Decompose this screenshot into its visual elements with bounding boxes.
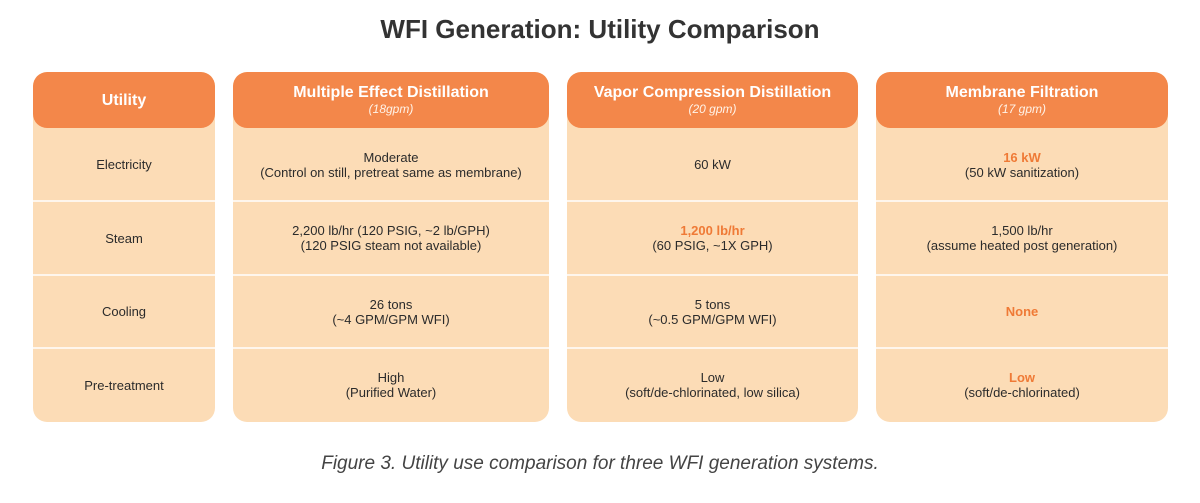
cell-steam: 2,200 lb/hr (120 PSIG, ~2 lb/GPH) (120 P… bbox=[233, 201, 549, 275]
cell-note: (soft/de-chlorinated, low silica) bbox=[625, 385, 800, 400]
cell-value: Moderate bbox=[363, 149, 419, 165]
cell-cooling: 5 tons (~0.5 GPM/GPM WFI) bbox=[567, 275, 858, 348]
utility-header-label: Utility bbox=[101, 91, 147, 109]
cell-electricity: 60 kW bbox=[567, 128, 858, 201]
cell-pretreatment: Low (soft/de-chlorinated) bbox=[876, 348, 1168, 422]
system-name: Membrane Filtration bbox=[945, 84, 1099, 101]
row-divider bbox=[876, 347, 1168, 349]
row-divider bbox=[33, 347, 215, 349]
row-divider bbox=[233, 200, 549, 202]
cell-value: 60 kW bbox=[694, 157, 731, 172]
cell-steam: 1,500 lb/hr (assume heated post generati… bbox=[876, 201, 1168, 275]
row-divider bbox=[567, 200, 858, 202]
cell-steam: 1,200 lb/hr (60 PSIG, ~1X GPH) bbox=[567, 201, 858, 275]
system-column-vcd: Vapor Compression Distillation (20 gpm) … bbox=[567, 72, 858, 422]
row-divider bbox=[233, 274, 549, 276]
cell-cooling: None bbox=[876, 275, 1168, 348]
cell-value: 5 tons bbox=[694, 296, 731, 312]
cell-value-highlight: 1,200 lb/hr bbox=[680, 223, 745, 238]
cell-note: (50 kW sanitization) bbox=[964, 164, 1080, 180]
system-header-vcd: Vapor Compression Distillation (20 gpm) bbox=[567, 72, 858, 128]
figure-caption: Figure 3. Utility use comparison for thr… bbox=[321, 453, 879, 474]
cell-electricity: Moderate (Control on still, pretreat sam… bbox=[233, 128, 549, 201]
cell-electricity: 16 kW (50 kW sanitization) bbox=[876, 128, 1168, 201]
utility-header: Utility bbox=[33, 72, 215, 128]
system-header-med: Multiple Effect Distillation (18gpm) bbox=[233, 72, 549, 128]
row-label-steam: Steam bbox=[105, 230, 143, 246]
row-divider bbox=[567, 274, 858, 276]
cell-value: 26 tons bbox=[369, 296, 413, 312]
cell-note: (soft/de-chlorinated) bbox=[964, 385, 1080, 400]
cell-value-highlight: None bbox=[1005, 304, 1039, 319]
system-header-membrane: Membrane Filtration (17 gpm) bbox=[876, 72, 1168, 128]
system-rate: (18gpm) bbox=[368, 102, 414, 116]
cell-pretreatment: High (Purified Water) bbox=[233, 348, 549, 422]
cell-note: (Control on still, pretreat same as memb… bbox=[260, 164, 522, 180]
system-rate: (17 gpm) bbox=[997, 102, 1047, 116]
row-divider bbox=[233, 347, 549, 349]
cell-note: (~0.5 GPM/GPM WFI) bbox=[648, 311, 777, 327]
cell-note: (60 PSIG, ~1X GPH) bbox=[652, 238, 773, 253]
row-divider bbox=[33, 274, 215, 276]
cell-value: 2,200 lb/hr (120 PSIG, ~2 lb/GPH) bbox=[292, 223, 490, 238]
row-divider bbox=[567, 347, 858, 349]
cell-value: Low bbox=[700, 370, 725, 385]
utility-column: Utility Electricity Steam Cooling Pre-tr… bbox=[33, 72, 215, 422]
cell-value-highlight: Low bbox=[1009, 370, 1035, 385]
row-label-cooling: Cooling bbox=[101, 304, 147, 319]
cell-value: High bbox=[377, 370, 405, 385]
cell-note: (assume heated post generation) bbox=[926, 238, 1118, 253]
system-name: Vapor Compression Distillation bbox=[593, 84, 832, 101]
cell-note: (~4 GPM/GPM WFI) bbox=[332, 311, 450, 327]
system-rate: (20 gpm) bbox=[688, 102, 737, 116]
cell-value-highlight: 16 kW bbox=[1003, 149, 1041, 165]
row-label-pretreatment: Pre-treatment bbox=[84, 377, 164, 393]
page-title: WFI Generation: Utility Comparison bbox=[380, 14, 820, 44]
system-column-med: Multiple Effect Distillation (18gpm) Mod… bbox=[233, 72, 549, 422]
system-name: Multiple Effect Distillation bbox=[293, 84, 489, 101]
row-label-electricity: Electricity bbox=[96, 157, 152, 172]
row-divider bbox=[876, 200, 1168, 202]
cell-note: (120 PSIG steam not available) bbox=[300, 238, 482, 253]
row-divider bbox=[33, 200, 215, 202]
row-divider bbox=[876, 274, 1168, 276]
cell-cooling: 26 tons (~4 GPM/GPM WFI) bbox=[233, 275, 549, 348]
system-column-membrane: Membrane Filtration (17 gpm) 16 kW (50 k… bbox=[876, 72, 1168, 422]
cell-value: 1,500 lb/hr bbox=[991, 223, 1053, 238]
cell-pretreatment: Low (soft/de-chlorinated, low silica) bbox=[567, 348, 858, 422]
cell-note: (Purified Water) bbox=[345, 385, 437, 400]
